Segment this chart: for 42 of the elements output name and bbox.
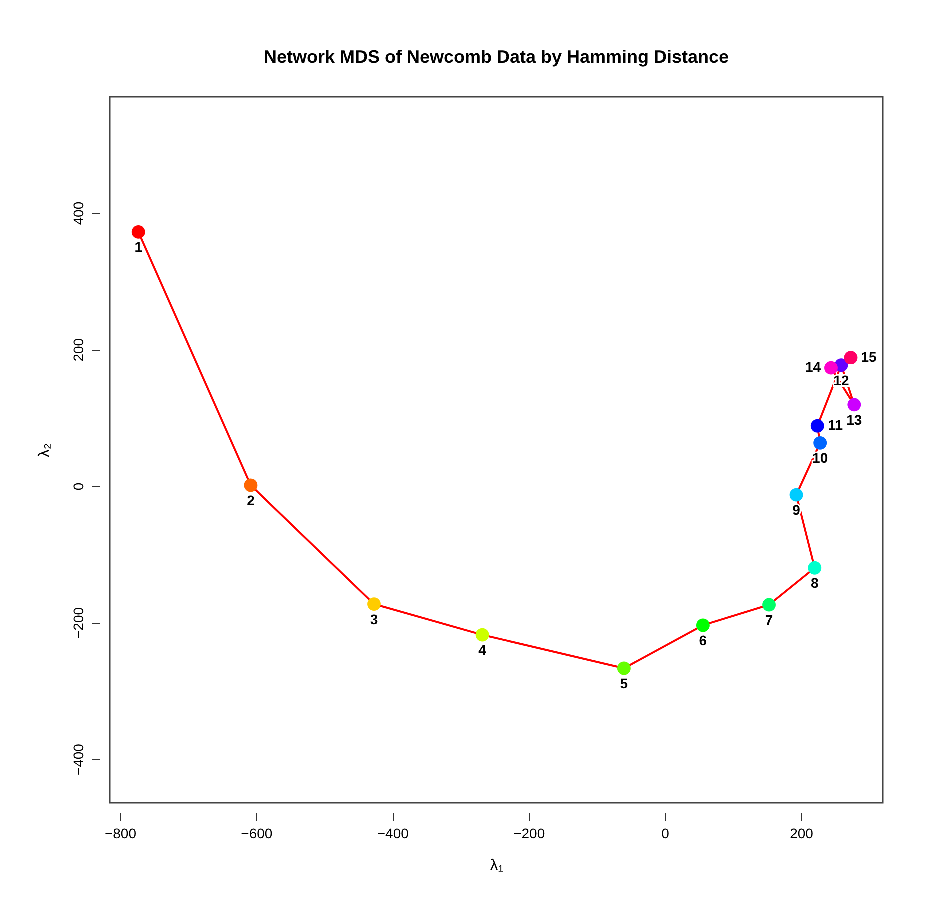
point — [810, 419, 824, 433]
annotation: 14 — [805, 359, 822, 376]
point — [132, 225, 146, 239]
annotation: 6 — [699, 632, 708, 648]
annotation: 13 — [846, 412, 862, 428]
point — [617, 662, 631, 676]
point — [476, 628, 490, 642]
point — [824, 361, 838, 375]
point — [844, 351, 858, 365]
annotation: 15 — [861, 348, 877, 365]
y-tick-label: −400 — [70, 744, 86, 776]
x-tick-label: 0 — [662, 826, 670, 842]
annotation: 1 — [134, 239, 143, 256]
annotation: 8 — [810, 575, 819, 592]
annotation: 2 — [247, 492, 256, 509]
point — [808, 561, 822, 575]
point — [696, 618, 710, 632]
x-tick-label: −600 — [241, 826, 273, 842]
annotation: 10 — [812, 450, 828, 466]
y-tick-label: −200 — [70, 607, 86, 640]
y-tick-label: 400 — [70, 202, 86, 226]
x-axis-title: λ₁ — [490, 858, 504, 874]
point — [814, 436, 828, 450]
chart-title: Network MDS of Newcomb Data by Hamming Distance — [264, 47, 730, 67]
point — [368, 598, 381, 612]
point — [848, 398, 862, 412]
annotation: 9 — [792, 502, 801, 518]
x-tick-label: 200 — [790, 826, 814, 842]
annotation: 5 — [620, 675, 628, 692]
x-tick-label: −800 — [104, 826, 137, 842]
point — [790, 488, 804, 502]
annotation: 4 — [478, 642, 487, 658]
y-tick-label: 0 — [70, 482, 86, 491]
x-tick-label: −200 — [514, 826, 546, 842]
point — [762, 598, 776, 612]
y-axis-title: λ₂ — [36, 443, 54, 458]
annotation: 3 — [370, 611, 378, 628]
point — [244, 478, 258, 492]
y-tick-label: 200 — [70, 338, 86, 362]
x-tick-label: −400 — [377, 826, 410, 842]
annotation: 11 — [828, 417, 844, 434]
annotation: 7 — [765, 612, 774, 628]
